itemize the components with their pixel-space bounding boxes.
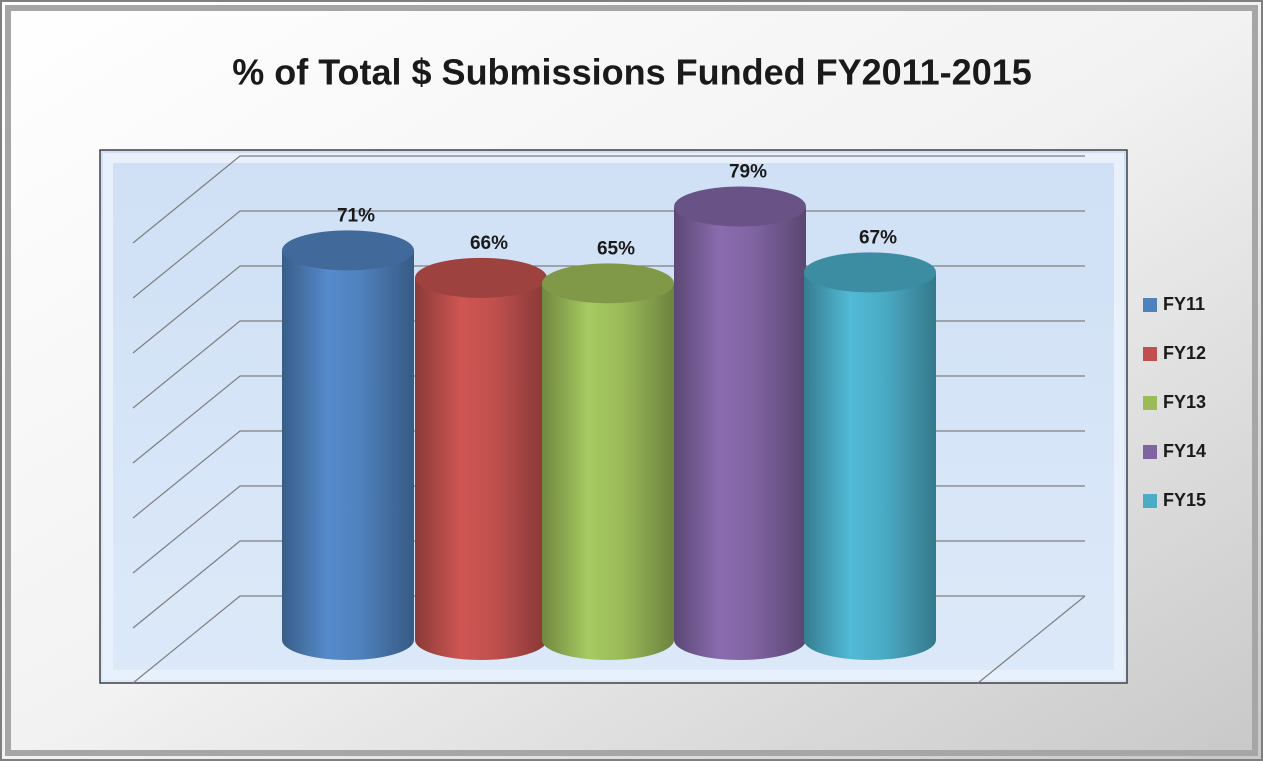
legend-swatch <box>1143 396 1157 410</box>
value-label: 71% <box>337 205 375 226</box>
cylinder-body <box>282 250 414 660</box>
cylinder-top <box>415 257 547 298</box>
legend-label: FY14 <box>1163 441 1206 461</box>
cylinder-body <box>674 206 806 661</box>
legend-swatch <box>1143 445 1157 459</box>
grid-line <box>132 155 1085 244</box>
legend-label: FY15 <box>1163 490 1206 510</box>
frame-bevel <box>5 5 1258 756</box>
chart-title: % of Total $ Submissions Funded FY2011-2… <box>232 52 1032 93</box>
value-label: 79% <box>729 162 767 183</box>
floor-edge <box>977 595 1086 684</box>
legend-label: FY12 <box>1163 343 1206 363</box>
value-label: 67% <box>859 227 897 248</box>
cylinder-top <box>674 186 806 227</box>
plot-bevel <box>103 153 1124 680</box>
legend-swatch <box>1143 347 1157 361</box>
legend-label: FY11 <box>1163 294 1205 314</box>
legend-label: FY13 <box>1163 392 1206 412</box>
cylinder-body <box>542 283 674 660</box>
cylinder-top <box>282 230 414 271</box>
value-label: 65% <box>597 238 635 259</box>
cylinder-body <box>804 272 936 660</box>
legend-swatch <box>1143 494 1157 508</box>
legend-swatch <box>1143 298 1157 312</box>
cylinder-top <box>542 263 674 304</box>
cylinder-body <box>415 277 547 660</box>
value-label: 66% <box>470 233 508 254</box>
cylinder-top <box>804 252 936 293</box>
